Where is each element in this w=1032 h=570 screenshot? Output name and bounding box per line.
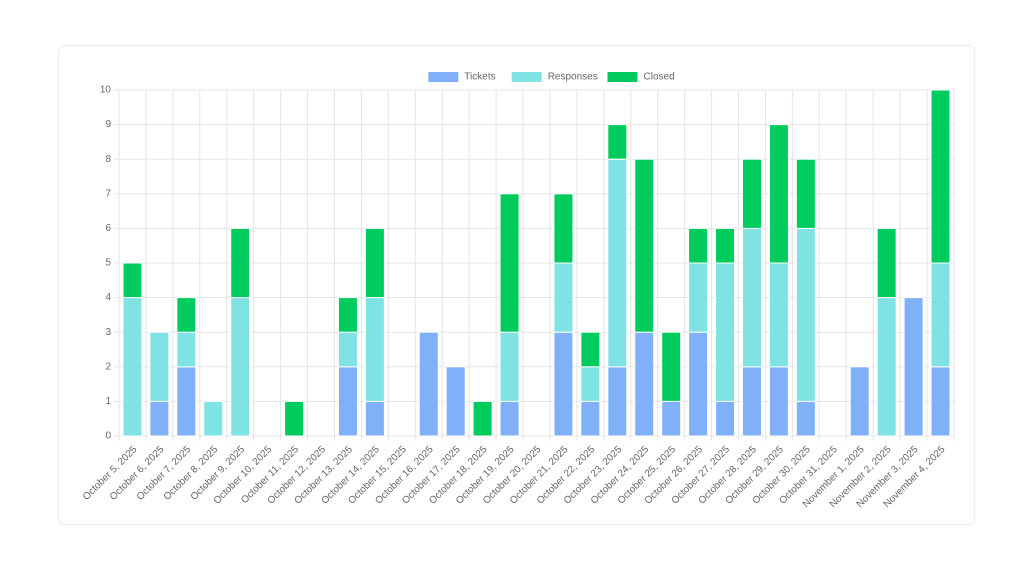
bar-segment bbox=[634, 158, 655, 333]
bar-segment bbox=[580, 366, 601, 402]
y-tick-label: 9 bbox=[105, 119, 111, 130]
bar-segment bbox=[553, 262, 574, 333]
bar-segment bbox=[661, 400, 682, 437]
y-tick-label: 10 bbox=[100, 85, 112, 96]
bar-segment bbox=[930, 262, 951, 368]
bar-segment bbox=[715, 262, 736, 402]
bar-segment bbox=[688, 262, 709, 333]
bar-segment bbox=[930, 89, 951, 264]
bar-segment bbox=[149, 331, 170, 402]
bar-segment bbox=[176, 331, 197, 368]
bar-segment bbox=[230, 227, 251, 299]
bar-segment bbox=[445, 366, 466, 437]
bar-segment bbox=[903, 297, 924, 437]
bar-segment bbox=[553, 193, 574, 264]
bar-segment bbox=[715, 400, 736, 437]
bar-segment bbox=[741, 366, 762, 437]
y-tick-label: 4 bbox=[105, 292, 111, 303]
bar-segment bbox=[580, 400, 601, 437]
y-tick-label: 1 bbox=[105, 396, 111, 407]
bar-segment bbox=[230, 297, 251, 437]
legend: Tickets Responses Closed bbox=[428, 72, 675, 83]
y-tick-label: 5 bbox=[105, 258, 111, 269]
bar-segment bbox=[876, 297, 897, 437]
bar-segment bbox=[607, 366, 628, 437]
bar-segment bbox=[768, 366, 789, 437]
bar-segment bbox=[418, 331, 439, 437]
bar-segment bbox=[176, 297, 197, 333]
legend-swatch bbox=[607, 72, 638, 82]
legend-swatch bbox=[511, 72, 542, 82]
bar-segment bbox=[499, 193, 520, 333]
bar-segment bbox=[122, 262, 143, 299]
bar-segment bbox=[795, 158, 816, 229]
legend-swatch bbox=[428, 72, 459, 82]
bar-segment bbox=[607, 158, 628, 368]
bar-segment bbox=[849, 366, 870, 437]
bar-segment bbox=[203, 400, 224, 437]
bar-segment bbox=[337, 366, 358, 437]
legend-label: Closed bbox=[644, 72, 675, 83]
bar-segment bbox=[688, 227, 709, 264]
y-tick-label: 6 bbox=[105, 223, 111, 234]
bar-segment bbox=[661, 331, 682, 402]
bar-segment bbox=[607, 124, 628, 160]
y-tick-label: 2 bbox=[105, 361, 111, 372]
y-tick-label: 7 bbox=[105, 188, 111, 199]
bar-segment bbox=[284, 400, 305, 437]
y-tick-label: 0 bbox=[105, 431, 111, 442]
bar-segment bbox=[741, 158, 762, 229]
bar-segment bbox=[741, 227, 762, 368]
y-tick-label: 3 bbox=[105, 327, 111, 338]
bar-segment bbox=[337, 331, 358, 368]
bar-segment bbox=[795, 400, 816, 437]
bar-segment bbox=[553, 331, 574, 437]
bar-segment bbox=[149, 400, 170, 437]
bar-segment bbox=[472, 400, 493, 437]
legend-label: Tickets bbox=[464, 72, 495, 83]
bar-segment bbox=[930, 366, 951, 437]
bar-segment bbox=[768, 124, 789, 264]
bar-segment bbox=[795, 227, 816, 402]
bar-segment bbox=[364, 297, 385, 402]
y-tick-label: 8 bbox=[105, 154, 111, 165]
bar-segment bbox=[364, 400, 385, 437]
bar-segment bbox=[580, 331, 601, 368]
bar-segment bbox=[768, 262, 789, 368]
legend-label: Responses bbox=[548, 72, 598, 83]
bar-segment bbox=[176, 366, 197, 437]
bar-segment bbox=[876, 227, 897, 299]
bar-segment bbox=[122, 297, 143, 437]
grid bbox=[114, 89, 955, 441]
bar-segment bbox=[364, 227, 385, 299]
bar-segment bbox=[715, 227, 736, 264]
bar-segment bbox=[688, 331, 709, 437]
bar-segment bbox=[634, 331, 655, 437]
bar-segment bbox=[337, 297, 358, 333]
bar-segment bbox=[499, 331, 520, 402]
bar-segment bbox=[499, 400, 520, 437]
